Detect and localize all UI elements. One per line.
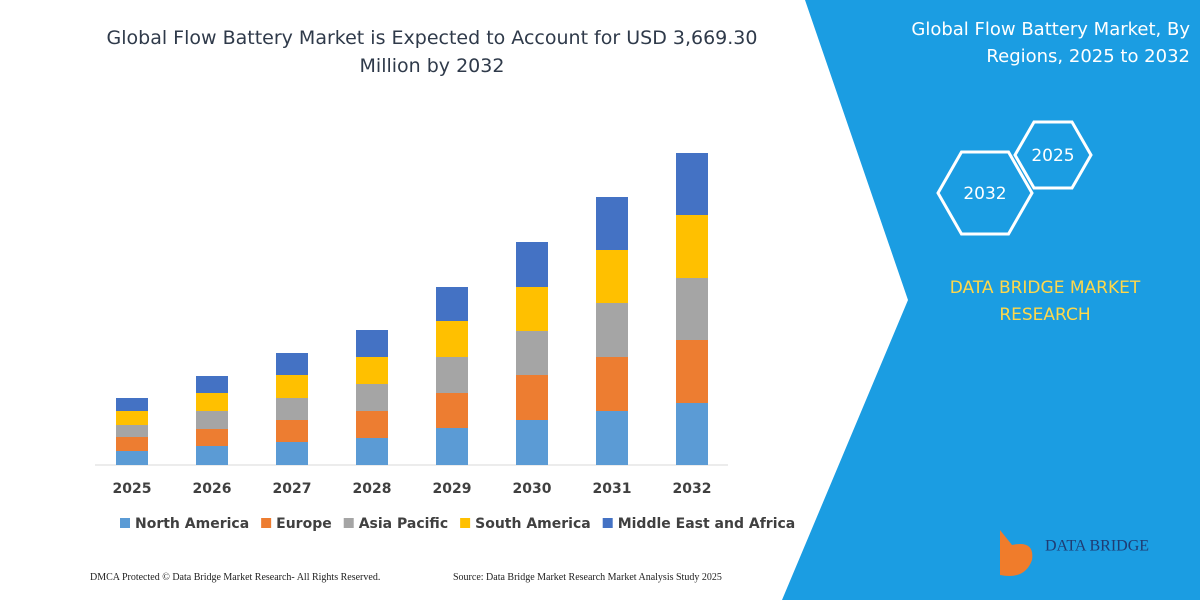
bar-segment <box>116 425 148 437</box>
bar-segment <box>436 428 468 465</box>
bar-segment <box>516 375 548 420</box>
bar-segment <box>196 429 228 446</box>
bar-segment <box>196 376 228 393</box>
bar-segment <box>196 393 228 411</box>
bar-segment <box>596 411 628 465</box>
x-tick-label: 2025 <box>113 481 152 497</box>
bar-segment <box>676 215 708 278</box>
legend-swatch <box>460 518 471 528</box>
bar-segment <box>276 420 308 442</box>
bar-segment <box>436 287 468 321</box>
legend-swatch <box>602 518 613 528</box>
bar-segment <box>196 446 228 465</box>
bar-segment <box>116 398 148 411</box>
bar-segment <box>676 278 708 340</box>
bar-segment <box>356 330 388 357</box>
hex-label: 2025 <box>1031 146 1074 166</box>
plot: 2025 2026 2027 2028 2029 2030 2031 2032 North Am… <box>113 153 796 532</box>
logo-icon <box>1000 530 1033 576</box>
bar-segment <box>116 451 148 465</box>
bar-segment <box>676 153 708 215</box>
logo-text: DATA BRIDGE <box>1045 538 1149 555</box>
legend-swatch <box>343 518 354 528</box>
legend-label: Middle East and Africa <box>618 516 796 532</box>
bar-segment <box>356 411 388 438</box>
bar-segment <box>596 357 628 411</box>
x-tick-label: 2027 <box>273 481 312 497</box>
bar-segment <box>516 420 548 465</box>
bar-segment <box>436 321 468 357</box>
bar-segment <box>436 357 468 393</box>
bar-segment <box>596 197 628 250</box>
side-panel <box>782 0 1200 600</box>
bar-segment <box>436 393 468 428</box>
x-tick-label: 2030 <box>513 481 552 497</box>
bar-segment <box>596 250 628 303</box>
hexagon <box>1013 120 1093 190</box>
legend-swatch <box>120 518 130 528</box>
legend-swatch <box>261 518 272 528</box>
brand-name: DATA BRIDGE MARKET RESEARCH <box>949 278 1141 325</box>
bar-segment <box>356 438 388 465</box>
bar-segment <box>356 384 388 411</box>
chart-title: Global Flow Battery Market is Expected t… <box>106 27 758 77</box>
bar-segment <box>276 398 308 420</box>
hexagon <box>936 150 1034 236</box>
x-tick-label: 2031 <box>593 481 632 497</box>
panel-title: Global Flow Battery Market, By Regions, … <box>911 19 1190 67</box>
bar-segment <box>196 411 228 429</box>
x-tick-label: 2032 <box>673 481 712 497</box>
bar-segment <box>276 353 308 375</box>
footer-left: DMCA Protected © Data Bridge Market Rese… <box>90 572 381 583</box>
hex-label: 2032 <box>963 184 1006 204</box>
x-tick-label: 2026 <box>193 481 232 497</box>
bar-segment <box>676 403 708 465</box>
bar-segment <box>276 442 308 465</box>
bar-segment <box>516 287 548 331</box>
bar-segment <box>516 242 548 287</box>
bar-segment <box>596 303 628 357</box>
footer-right: Source: Data Bridge Market Research Mark… <box>453 572 722 583</box>
bar-segment <box>676 340 708 403</box>
x-tick-label: 2029 <box>433 481 472 497</box>
legend-label: Europe <box>276 516 332 532</box>
legend-label: North America <box>135 516 249 532</box>
legend-label: South America <box>475 516 591 532</box>
legend-label: Asia Pacific <box>359 516 448 532</box>
bar-segment <box>116 411 148 425</box>
bar-segment <box>516 331 548 375</box>
x-tick-label: 2028 <box>353 481 392 497</box>
bar-segment <box>356 357 388 384</box>
bar-segment <box>116 437 148 451</box>
bar-segment <box>276 375 308 398</box>
